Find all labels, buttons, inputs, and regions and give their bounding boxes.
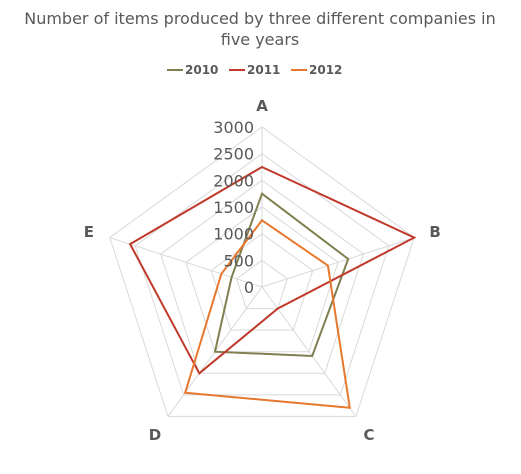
radial-tick-label: 3000	[213, 118, 254, 137]
radial-tick-label: 1500	[213, 198, 254, 217]
grid-spoke	[261, 237, 415, 288]
series-2012-line	[183, 218, 351, 409]
radial-tick-labels: 0 500 1000 1500 2000 2500 3000	[213, 118, 254, 297]
radial-tick-label: 0	[244, 278, 254, 297]
radial-tick-label: 2500	[213, 145, 254, 164]
category-label-b: B	[429, 223, 440, 241]
series-2011-line	[128, 165, 417, 375]
category-label-e: E	[84, 223, 94, 241]
grid-ring-3	[185, 206, 339, 353]
radar-grid	[109, 126, 415, 417]
chart-title: Number of items produced by three differ…	[24, 9, 496, 49]
chart-legend: 2010 2011 2012	[167, 63, 342, 77]
category-label-c: C	[363, 426, 374, 444]
category-label-a: A	[256, 97, 268, 115]
legend-label-2011: 2011	[247, 63, 280, 77]
chart-title-line-2: five years	[221, 30, 300, 49]
category-label-d: D	[149, 426, 161, 444]
grid-ring-6	[109, 126, 415, 417]
grid-ring-5	[134, 153, 390, 396]
grid-spoke	[109, 237, 263, 288]
grid-ring-4	[160, 179, 364, 374]
radial-tick-label: 2000	[213, 171, 254, 190]
legend-label-2012: 2012	[309, 63, 342, 77]
grid-ring-1	[236, 259, 288, 310]
grid-ring-2	[210, 233, 314, 331]
radial-tick-label: 500	[223, 251, 254, 270]
series-layer	[128, 165, 417, 409]
series-2010-line	[213, 192, 350, 358]
legend-label-2010: 2010	[185, 63, 218, 77]
category-labels: A B C D E	[84, 97, 441, 444]
radial-tick-label: 1000	[213, 225, 254, 244]
chart-title-line-1: Number of items produced by three differ…	[24, 9, 496, 28]
